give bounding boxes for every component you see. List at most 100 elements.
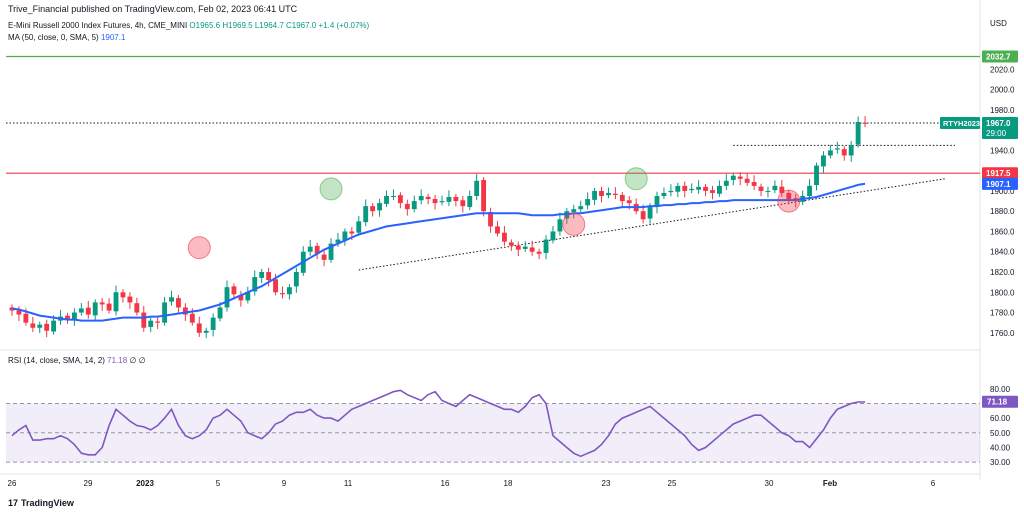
- time-tick-label: 2023: [136, 479, 154, 488]
- candle: [807, 179, 813, 201]
- candle-body: [397, 195, 403, 204]
- candle-body: [30, 323, 36, 328]
- candle: [606, 187, 611, 199]
- candle: [65, 312, 70, 324]
- candle-body: [92, 302, 98, 316]
- time-tick-label: 30: [765, 479, 774, 488]
- time-tick-label: 18: [504, 479, 513, 488]
- rsi-legend: RSI (14, close, SMA, 14, 2) 71.18 ∅ ∅: [8, 356, 146, 365]
- candle: [855, 116, 861, 148]
- candle: [515, 241, 521, 257]
- candle: [391, 189, 396, 201]
- rsi-badge: 71.18: [987, 398, 1008, 407]
- candle: [536, 248, 542, 260]
- candle: [571, 204, 577, 219]
- rsi-tick-label: 60.00: [990, 414, 1011, 423]
- candle-body: [252, 277, 258, 292]
- candle-body: [307, 246, 313, 252]
- candle: [224, 280, 230, 312]
- candle: [550, 225, 556, 244]
- candle-body: [495, 226, 500, 234]
- candle: [467, 190, 473, 210]
- time-tick-label: 9: [282, 479, 287, 488]
- candle: [841, 146, 847, 161]
- ma-value: 1907.1: [100, 33, 126, 42]
- candle-body: [44, 323, 50, 331]
- candle: [266, 267, 272, 287]
- candle-body: [425, 196, 431, 200]
- ma-badge: 1907.1: [986, 180, 1011, 189]
- candle-body: [592, 190, 598, 200]
- candle: [169, 290, 174, 306]
- ohlc-low: L1964.7: [254, 21, 284, 30]
- candle-body: [536, 251, 542, 254]
- candle: [71, 308, 77, 326]
- candle: [786, 189, 792, 205]
- candle-body: [16, 310, 22, 315]
- candle: [848, 141, 854, 162]
- price-tick-label: 1780.0: [990, 309, 1015, 318]
- highlight-circle-red: [777, 189, 801, 213]
- candle-body: [273, 279, 278, 293]
- price-tick-label: 1800.0: [990, 288, 1015, 297]
- candle-body: [488, 212, 493, 227]
- candle: [280, 286, 285, 299]
- highlight-circle-green: [319, 177, 343, 201]
- candle: [800, 190, 806, 205]
- candle: [765, 186, 771, 198]
- candle: [231, 283, 237, 300]
- candle-body: [384, 196, 389, 204]
- candle: [501, 225, 507, 246]
- candle-body: [661, 192, 667, 196]
- candle-body: [779, 186, 785, 193]
- candle: [751, 175, 757, 191]
- candle: [78, 303, 84, 316]
- candle-body: [772, 185, 778, 191]
- price-tick-label: 1760.0: [990, 329, 1015, 338]
- candle-body: [71, 312, 77, 320]
- highlight-circle-red: [562, 212, 586, 236]
- candle: [578, 200, 584, 213]
- tradingview-logo-icon: 17: [8, 498, 19, 508]
- candle: [439, 195, 445, 206]
- candle-body: [266, 272, 272, 281]
- price-tick-label: 2020.0: [990, 65, 1015, 74]
- candle-body: [814, 165, 819, 186]
- symbol-title: E-Mini Russell 2000 Index Futures, 4h, C…: [8, 21, 188, 30]
- time-tick-label: 29: [84, 479, 93, 488]
- candle-body: [515, 245, 521, 250]
- ma-badge-bg: [982, 177, 1018, 190]
- candle: [99, 298, 105, 311]
- candle: [453, 193, 459, 207]
- candle-body: [99, 302, 105, 305]
- ticker-badge-bg: [940, 117, 980, 130]
- highlight-circle-green: [624, 167, 648, 191]
- candle-body: [557, 219, 563, 232]
- rsi-tick-label: 30.00: [990, 458, 1011, 467]
- candle: [432, 194, 438, 210]
- time-tick-label: 5: [216, 479, 221, 488]
- last-price-badge: 1967.0: [986, 119, 1011, 128]
- candle-body: [356, 221, 362, 233]
- candle-body: [321, 254, 327, 260]
- candle-body: [585, 199, 591, 206]
- candle: [148, 317, 154, 333]
- candle-body: [155, 321, 161, 323]
- candle-body: [758, 186, 764, 191]
- candle: [162, 296, 168, 326]
- candle: [557, 212, 563, 236]
- candle: [155, 317, 161, 330]
- currency-label: USD: [990, 19, 1007, 28]
- candle-body: [245, 292, 251, 301]
- tradingview-logo-text: TradingView: [21, 498, 74, 508]
- ohlc-close: C1967.0: [286, 21, 317, 30]
- candle-body: [606, 192, 611, 196]
- candle: [821, 151, 826, 173]
- candle: [252, 270, 258, 296]
- candle-body: [335, 239, 341, 243]
- candle: [495, 220, 500, 237]
- candle-body: [855, 122, 861, 145]
- candle: [210, 313, 216, 337]
- candle-body: [418, 196, 424, 201]
